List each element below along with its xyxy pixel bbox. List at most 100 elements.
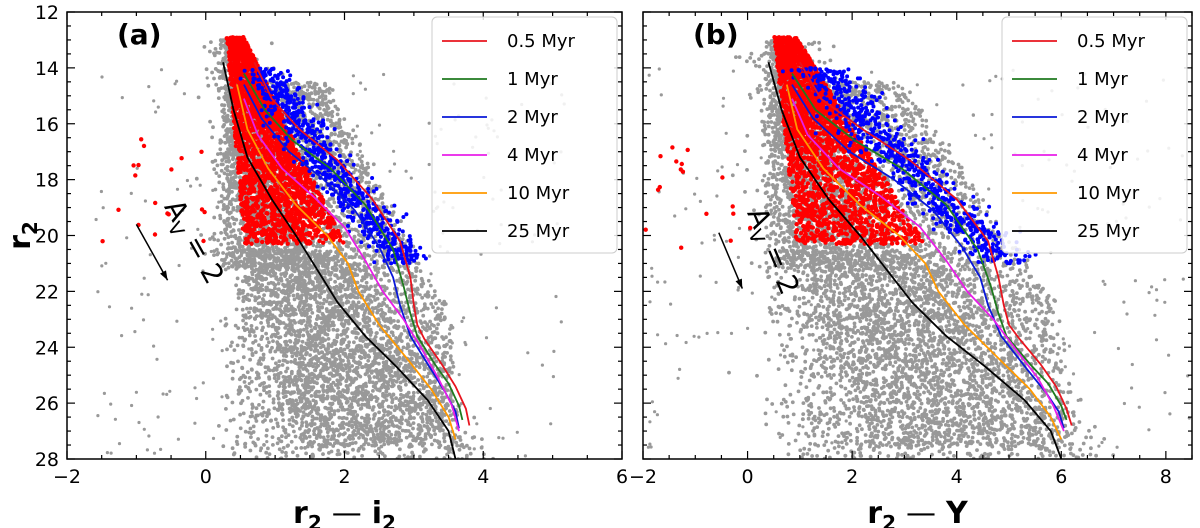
- field-star-point: [209, 40, 213, 44]
- field-star-point: [412, 421, 416, 425]
- field-star-point: [429, 435, 433, 439]
- field-star-point: [219, 138, 223, 142]
- field-star-point: [343, 232, 347, 236]
- field-star-point: [324, 95, 328, 99]
- field-star-point: [327, 203, 331, 207]
- field-star-point: [379, 278, 383, 282]
- field-star-point: [343, 363, 347, 367]
- field-star-point: [235, 209, 239, 213]
- field-star-point: [358, 157, 362, 161]
- field-star-point: [213, 54, 217, 58]
- field-star-point: [413, 279, 417, 283]
- field-star-point: [376, 198, 380, 202]
- field-star-point: [229, 234, 233, 238]
- field-star-point: [232, 206, 236, 210]
- field-star-point: [423, 306, 427, 310]
- field-star-point: [286, 360, 290, 364]
- field-star-point: [232, 222, 236, 226]
- field-star-point: [321, 90, 325, 94]
- field-star-point: [346, 428, 350, 432]
- field-star-point: [227, 160, 231, 164]
- field-star-point: [222, 203, 226, 207]
- field-star-point: [435, 345, 439, 349]
- field-star-point: [351, 431, 355, 435]
- field-star-point: [357, 403, 361, 407]
- field-star-point: [386, 273, 390, 277]
- field-star-point: [428, 320, 432, 324]
- field-star-point: [356, 314, 360, 318]
- field-star-point: [319, 112, 323, 116]
- field-star-point: [218, 147, 222, 151]
- field-star-point: [208, 50, 212, 54]
- field-star-point: [274, 334, 278, 338]
- field-star-point: [214, 83, 218, 87]
- field-star-point: [219, 86, 223, 90]
- field-star-point: [436, 323, 440, 327]
- field-star-point: [270, 41, 274, 45]
- field-star-point: [234, 248, 238, 252]
- field-star-point: [215, 171, 219, 175]
- field-star-point: [222, 219, 226, 223]
- field-star-point: [442, 344, 446, 348]
- field-star-point: [396, 319, 400, 323]
- field-star-point: [402, 325, 406, 329]
- field-star-point: [321, 103, 325, 107]
- field-star-point: [432, 429, 436, 433]
- field-star-point: [362, 290, 366, 294]
- field-star-point: [409, 296, 413, 300]
- field-star-point: [357, 398, 361, 402]
- field-star-point: [430, 323, 434, 327]
- field-star-point: [238, 175, 242, 179]
- field-star-point: [425, 375, 429, 379]
- field-star-point: [317, 115, 321, 119]
- field-star-point: [340, 258, 344, 262]
- field-star-point: [225, 151, 229, 155]
- field-star-point: [358, 169, 362, 173]
- field-star-point: [346, 210, 350, 214]
- field-star-point: [449, 358, 453, 362]
- field-star-point: [217, 181, 221, 185]
- field-star-point: [377, 267, 381, 271]
- field-star-point: [230, 190, 234, 194]
- field-star-point: [232, 186, 236, 190]
- field-star-point: [212, 216, 216, 220]
- field-star-point: [292, 294, 296, 298]
- field-star-point: [335, 205, 339, 209]
- field-star-point: [402, 234, 406, 238]
- field-star-point: [238, 245, 242, 249]
- field-star-point: [405, 436, 409, 440]
- field-star-point: [342, 117, 346, 121]
- field-star-point: [212, 167, 216, 171]
- field-star-point: [425, 421, 429, 425]
- field-star-point: [216, 238, 220, 242]
- figure: −2 0 2 4 6121416182022242628r2— i2r2(a)AV = 2…: [0, 0, 1200, 528]
- field-star-point: [223, 171, 227, 175]
- field-star-point: [290, 82, 294, 86]
- field-star-point: [301, 340, 305, 344]
- field-star-point: [239, 231, 243, 235]
- field-star-point: [217, 174, 221, 178]
- field-star-point: [219, 39, 223, 43]
- field-star-point: [234, 237, 238, 241]
- field-star-point: [437, 313, 441, 317]
- field-star-point: [421, 412, 425, 416]
- field-star-point: [423, 320, 427, 324]
- field-star-point: [412, 391, 416, 395]
- field-star-point: [219, 152, 223, 156]
- panel-a: −2 0 2 4 6121416182022242628r2— i2r2(a)AV = 2…: [3, 2, 628, 528]
- field-star-point: [279, 276, 283, 280]
- field-star-point: [404, 383, 408, 387]
- field-star-point: [317, 91, 321, 95]
- field-star-point: [230, 241, 234, 245]
- field-star-point: [205, 67, 209, 71]
- field-star-point: [229, 171, 233, 175]
- field-star-point: [401, 429, 405, 433]
- field-star-point: [427, 279, 431, 283]
- field-star-point: [351, 141, 355, 145]
- field-star-point: [213, 159, 217, 163]
- field-star-point: [366, 414, 370, 418]
- field-star-point: [274, 361, 278, 365]
- field-star-point: [292, 86, 296, 90]
- field-star-point: [447, 367, 451, 371]
- field-star-point: [431, 305, 435, 309]
